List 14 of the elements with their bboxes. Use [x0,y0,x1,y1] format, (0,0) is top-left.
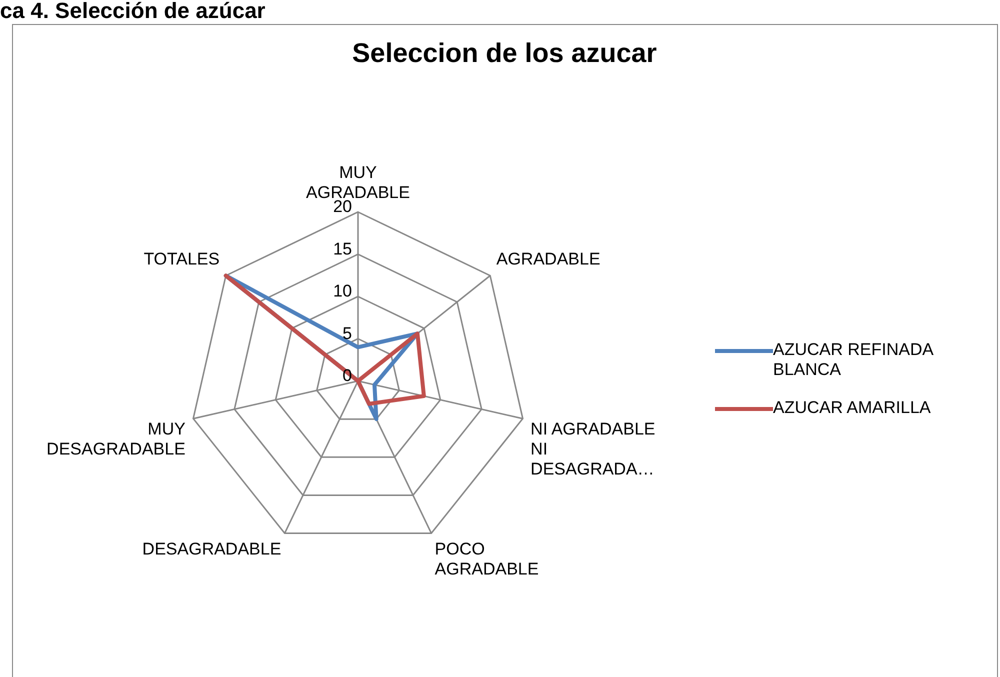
spoke-label: POCO AGRADABLE [434,539,539,578]
y-tick-label: 20 [333,197,352,216]
spoke-label: AGRADABLE [496,250,600,269]
legend-label: AZUCAR REFINADA BLANCA [773,340,934,380]
y-tick-label: 15 [333,239,352,258]
spoke-label: TOTALES [144,250,220,269]
spoke-label: DESAGRADABLE [142,539,282,558]
spoke-label: MUY DESAGRADABLE [46,419,186,458]
y-tick-label: 10 [333,282,352,300]
chart-title: Seleccion de los azucar [351,38,658,69]
y-tick-label: 5 [342,324,352,343]
text: ca 4. Selección de azúcar [0,0,266,23]
spoke-label: NI AGRADABLE NI DESAGRADA… [530,419,656,478]
legend-label: AZUCAR AMARILLA [773,398,932,418]
